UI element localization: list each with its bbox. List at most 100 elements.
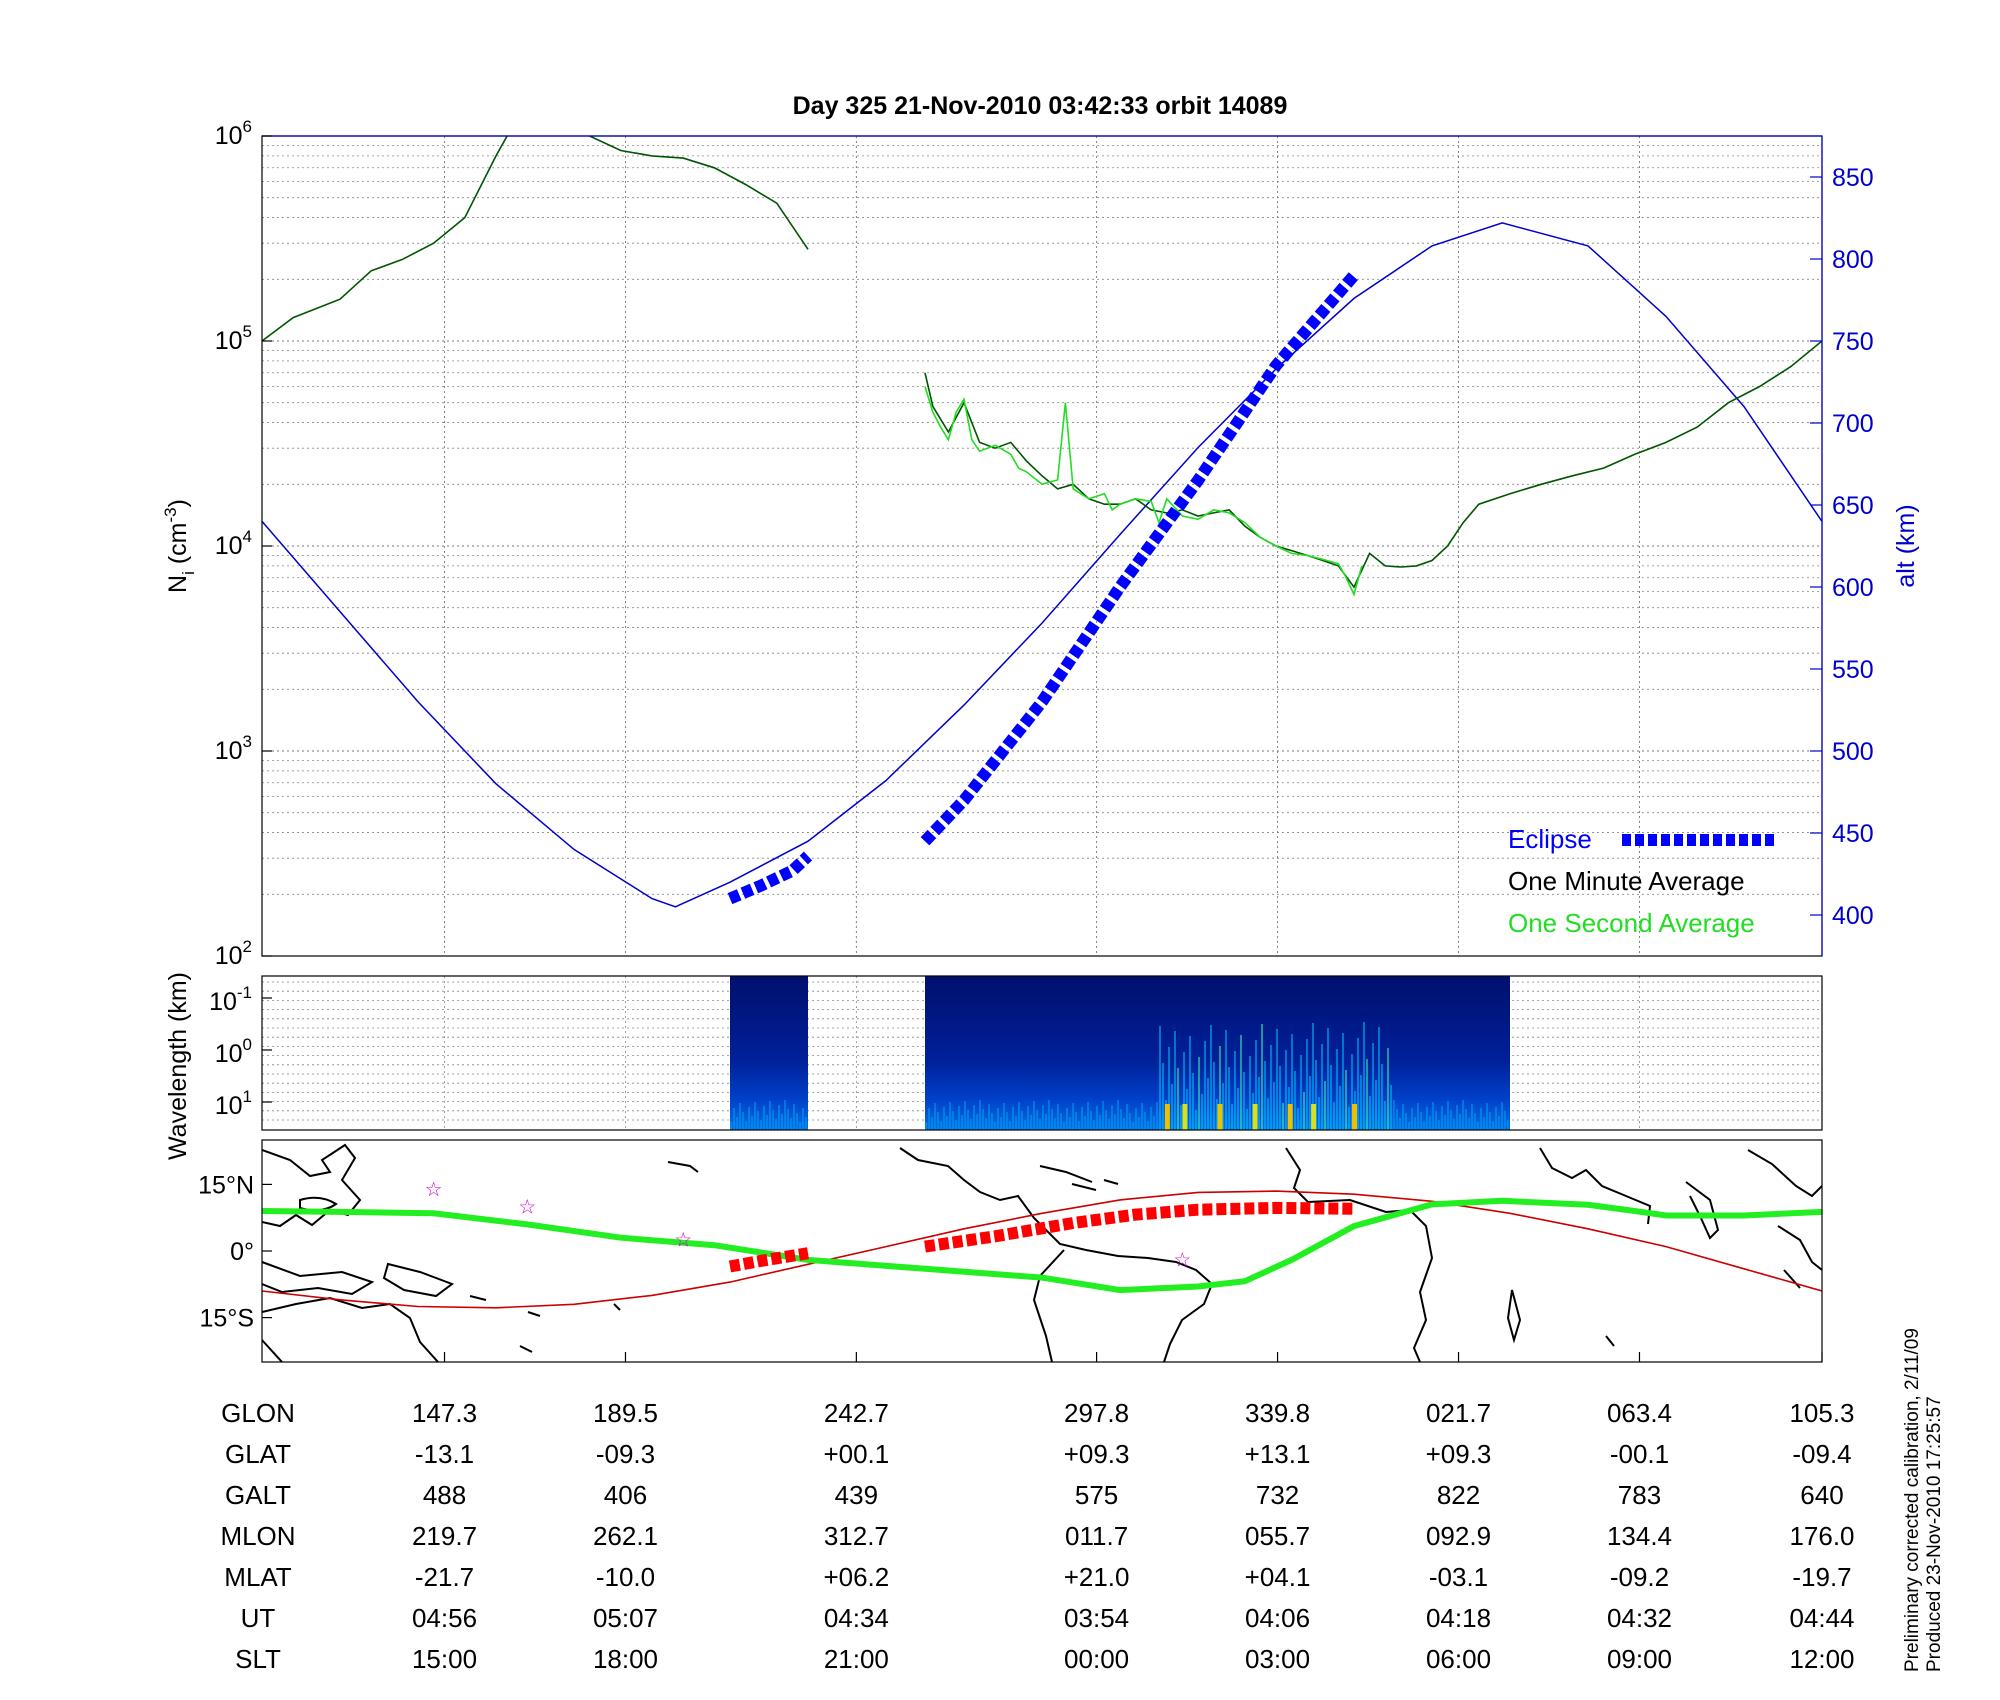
table-cell: 04:56 xyxy=(412,1603,477,1633)
table-cell: 262.1 xyxy=(593,1521,658,1551)
spectrogram-blocks xyxy=(730,976,1510,1130)
table-cell: +00.1 xyxy=(823,1439,889,1469)
table-cell: 04:32 xyxy=(1607,1603,1672,1633)
spectrogram-tick-label: 101 xyxy=(215,1087,252,1120)
table-cell: 04:34 xyxy=(824,1603,889,1633)
legend-minute-label: One Minute Average xyxy=(1508,866,1745,896)
table-row-label: SLT xyxy=(235,1644,281,1674)
spectrogram-panel: 10-1 100 101 Wavelength (km) xyxy=(164,972,1823,1160)
right-tick-label: 600 xyxy=(1832,574,1874,602)
left-axis-ticks: 102 103 104 105 106 xyxy=(215,117,272,970)
right-axis-ticks: 400 450 500 550 600 650 700 750 800 850 xyxy=(1810,164,1874,930)
spectrogram-peak xyxy=(1287,1104,1293,1130)
left-tick-label: 102 xyxy=(215,937,252,970)
density-minute-segment xyxy=(924,340,1822,589)
spectrogram-peak xyxy=(1164,1104,1170,1130)
table-cell: 03:54 xyxy=(1064,1603,1129,1633)
coast-pacific-isles xyxy=(469,1161,699,1353)
left-tick-label: 106 xyxy=(215,117,252,150)
table-cell: 312.7 xyxy=(824,1521,889,1551)
coast-islands-2 xyxy=(262,1261,375,1296)
table-row-label: GLON xyxy=(221,1398,295,1428)
table-cell: -10.0 xyxy=(596,1562,655,1592)
coast-new-guinea xyxy=(382,1262,455,1298)
table-cell: 04:06 xyxy=(1245,1603,1310,1633)
table-cell: 12:00 xyxy=(1789,1644,1854,1674)
right-axis-label: alt (km) xyxy=(1892,504,1920,587)
map-lat-tick-label: 15°N xyxy=(198,1171,254,1199)
spectrogram-axis-label: Wavelength (km) xyxy=(164,972,192,1160)
table-cell: 04:44 xyxy=(1789,1603,1854,1633)
table-cell: -09.4 xyxy=(1792,1439,1851,1469)
table-cell: 339.8 xyxy=(1245,1398,1310,1428)
table-cell: 176.0 xyxy=(1789,1521,1854,1551)
table-cell: 15:00 xyxy=(412,1644,477,1674)
coast-caribbean xyxy=(1039,1165,1119,1191)
table-row-label: MLAT xyxy=(224,1562,292,1592)
eclipse-markers xyxy=(727,271,1359,905)
table-cell: 297.8 xyxy=(1064,1398,1129,1428)
map-lat-tick-label: 15°S xyxy=(200,1305,254,1333)
spectrogram-peak xyxy=(1182,1104,1188,1130)
table-cell: 783 xyxy=(1618,1480,1661,1510)
spectrogram-tick-label: 100 xyxy=(215,1035,252,1068)
left-axis-label: Ni (cm-3) xyxy=(161,499,198,593)
altitude-line xyxy=(262,222,1822,908)
eclipse-map-segment xyxy=(728,1247,809,1273)
density-second-line xyxy=(924,386,1363,597)
right-tick-label: 650 xyxy=(1832,492,1874,520)
table-cell: 147.3 xyxy=(412,1398,477,1428)
eclipse-map-markers xyxy=(728,1201,1355,1273)
table-row-label: MLON xyxy=(220,1521,295,1551)
table-cell: 242.7 xyxy=(824,1398,889,1428)
table-cell: 219.7 xyxy=(412,1521,477,1551)
table-cell: 134.4 xyxy=(1607,1521,1672,1551)
table-cell: 18:00 xyxy=(593,1644,658,1674)
star-marker: ☆ xyxy=(674,1229,692,1251)
table-cell: 640 xyxy=(1800,1480,1843,1510)
table-cell: -00.1 xyxy=(1610,1439,1669,1469)
density-altitude-panel: 102 103 104 105 106 400 450 500 550 600 650 700 750… xyxy=(161,117,1920,970)
table-row-label: GLAT xyxy=(225,1439,291,1469)
ground-track-line xyxy=(262,1197,1822,1294)
table-cell: 021.7 xyxy=(1426,1398,1491,1428)
table-cell: -19.7 xyxy=(1792,1562,1851,1592)
table-cell: 055.7 xyxy=(1245,1521,1310,1551)
spectrogram-ticks: 10-1 100 101 xyxy=(209,983,272,1120)
side-note: Preliminary corrected calibration, 2/11/… xyxy=(1902,1323,1945,1672)
spectrogram-peak xyxy=(1352,1104,1358,1130)
table-cell: 732 xyxy=(1256,1480,1299,1510)
table-cell: -09.2 xyxy=(1610,1562,1669,1592)
table-cell: +21.0 xyxy=(1064,1562,1130,1592)
table-cell: 406 xyxy=(604,1480,647,1510)
top-grid xyxy=(262,135,1823,957)
left-tick-label: 105 xyxy=(215,322,252,355)
table-row-label: UT xyxy=(241,1603,276,1633)
magnetic-equator-line xyxy=(262,1190,1822,1309)
table-cell: -09.3 xyxy=(596,1439,655,1469)
table-cell: 822 xyxy=(1437,1480,1480,1510)
legend: Eclipse One Minute Average One Second Av… xyxy=(1508,824,1774,938)
star-marker: ☆ xyxy=(425,1179,443,1201)
table-cell: -21.7 xyxy=(415,1562,474,1592)
left-tick-label: 103 xyxy=(215,732,252,765)
spectrogram-peak xyxy=(1311,1104,1317,1130)
orbit-table: GLON GLAT GALT MLON MLAT UT SLT 147.3 -13.1 488 21… xyxy=(220,1398,1854,1674)
right-tick-label: 450 xyxy=(1832,820,1874,848)
coast-australia xyxy=(262,1296,439,1362)
table-cell: 439 xyxy=(835,1480,878,1510)
spectrogram-frame xyxy=(261,975,1823,1131)
density-minute-lines xyxy=(262,136,1822,589)
table-cell: +09.3 xyxy=(1064,1439,1130,1469)
spectrogram-block xyxy=(730,976,808,1130)
table-cell: 04:18 xyxy=(1426,1603,1491,1633)
right-tick-label: 800 xyxy=(1832,246,1874,274)
table-cell: +09.3 xyxy=(1426,1439,1492,1469)
table-cell: 011.7 xyxy=(1065,1521,1128,1551)
map-lat-ticks: 15°N 0° 15°S xyxy=(198,1171,272,1333)
coast-madagascar xyxy=(1506,1289,1522,1344)
coast-americas xyxy=(899,1147,1214,1362)
eclipse-segment xyxy=(920,271,1359,846)
eclipse-map-segment xyxy=(924,1201,1355,1253)
